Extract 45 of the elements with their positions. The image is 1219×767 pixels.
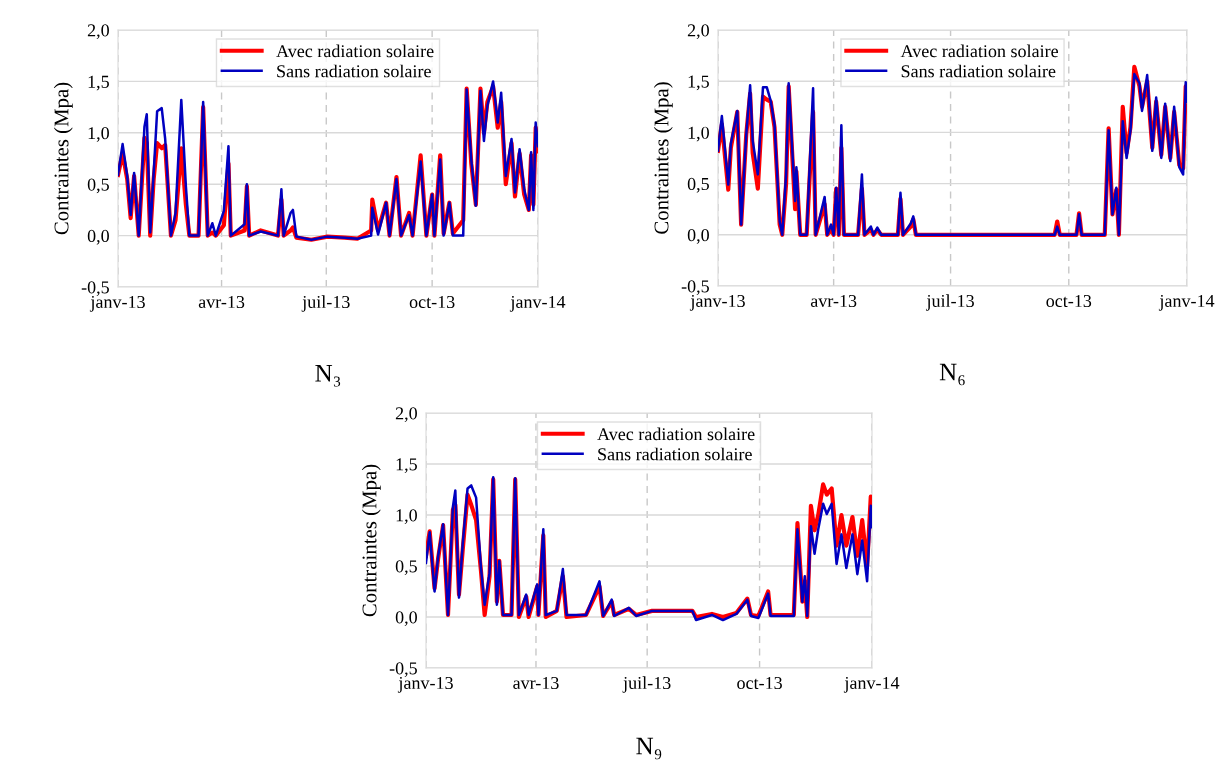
y-tick-label: -0,5: [389, 662, 417, 678]
x-tick-label: oct-13: [409, 295, 455, 309]
x-tick-label: avr-13: [513, 676, 559, 690]
y-tick-label: 1,5: [396, 458, 417, 474]
y-tick-label: 0,5: [395, 560, 417, 576]
x-tick-label: janv-13: [397, 676, 453, 693]
legend-label: Sans radiation solaire: [277, 64, 431, 78]
y-axis-title: Contraintes (Mpa): [653, 82, 673, 234]
x-tick-label: avr-13: [198, 295, 245, 309]
y-axis-title: Contraintes (Mpa): [53, 82, 73, 235]
y-tick-label: 1,5: [88, 75, 109, 91]
text: N₆: [939, 363, 965, 386]
x-tick-label: oct-13: [737, 676, 782, 690]
y-tick-label: 1,0: [88, 127, 109, 142]
y-tick-label: 1,0: [396, 509, 417, 525]
y-axis-title: Contraintes (Mpa): [361, 464, 381, 617]
y-tick-label: 0,0: [395, 611, 417, 627]
y-tick-label: 2,0: [87, 24, 109, 40]
x-tick-label: janv-13: [689, 294, 745, 311]
legend-label: Sans radiation solaire: [901, 64, 1056, 78]
x-tick-label: oct-13: [1046, 294, 1092, 308]
x-tick-label: janv-14: [509, 295, 566, 312]
x-tick-label: juil-13: [301, 295, 350, 312]
text: N₃: [315, 365, 341, 387]
x-tick-label: janv-14: [1158, 294, 1215, 311]
legend-label: Sans radiation solaire: [598, 447, 752, 461]
legend-label: Avec radiation solaire: [597, 427, 755, 441]
x-tick-label: avr-13: [810, 294, 857, 308]
x-tick-label: juil-13: [925, 294, 974, 311]
legend-label: Avec radiation solaire: [900, 44, 1058, 58]
y-tick-label: -0,5: [681, 280, 709, 296]
y-tick-label: 1,5: [688, 75, 709, 91]
y-tick-label: 2,0: [687, 24, 709, 40]
x-tick-label: janv-14: [843, 676, 900, 693]
y-tick-label: 0,5: [687, 177, 709, 193]
text: N₉: [636, 737, 662, 760]
x-tick-label: janv-13: [89, 295, 145, 312]
y-tick-label: 0,0: [687, 229, 709, 244]
y-tick-label: 0,5: [87, 178, 109, 194]
legend-label: Avec radiation solaire: [276, 44, 434, 58]
y-tick-label: 2,0: [395, 407, 417, 423]
y-tick-label: -0,5: [81, 281, 109, 297]
y-tick-label: 1,0: [688, 126, 709, 142]
y-tick-label: 0,0: [87, 229, 109, 245]
x-tick-label: juil-13: [622, 676, 671, 693]
